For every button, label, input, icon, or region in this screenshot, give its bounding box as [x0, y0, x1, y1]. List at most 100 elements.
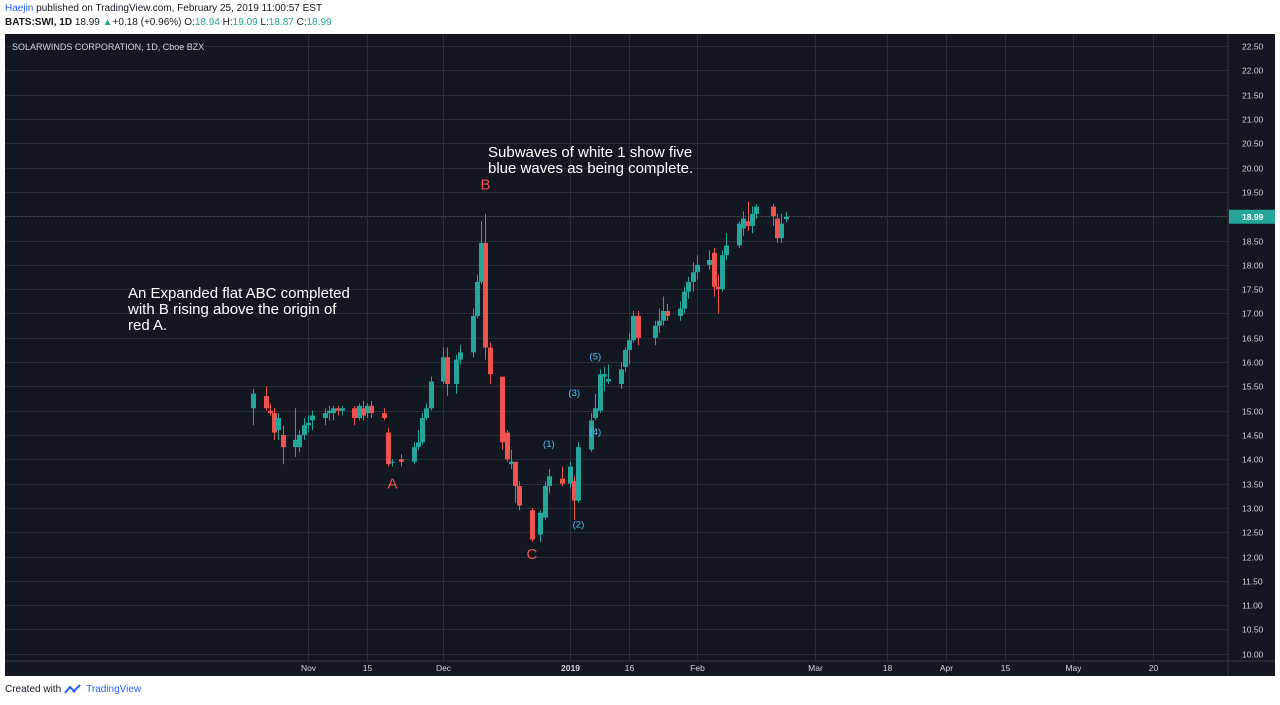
wave-label-red: A: [387, 475, 397, 492]
candle: [336, 405, 341, 416]
chart-area[interactable]: SOLARWINDS CORPORATION, 1D, Cboe BZX B A C…: [5, 34, 1275, 676]
candlestick-chart[interactable]: SOLARWINDS CORPORATION, 1D, Cboe BZX B A C…: [5, 34, 1275, 676]
candle-body: [454, 359, 459, 384]
candle-body: [517, 486, 522, 506]
candle: [369, 400, 374, 418]
candle-body: [352, 408, 357, 418]
publish-line: Haejin published on TradingView.com, Feb…: [5, 3, 322, 14]
candle-body: [306, 422, 311, 426]
grid-lines: [5, 34, 1228, 661]
author-link[interactable]: Haejin: [5, 3, 34, 14]
candle: [771, 204, 776, 226]
candle-body: [369, 405, 374, 414]
up-arrow-icon: ▲: [102, 17, 113, 28]
candle-body: [441, 357, 446, 382]
time-tick-label: 16: [625, 663, 635, 673]
candle: [598, 369, 603, 414]
price-tick-label: 14.00: [1242, 455, 1264, 465]
candle-body: [382, 413, 387, 418]
candle: [458, 345, 463, 365]
candle-body: [429, 381, 434, 409]
chart-header: Haejin published on TradingView.com, Feb…: [0, 0, 1280, 34]
time-tick-label: 2019: [561, 663, 580, 673]
wave-label-red: B: [480, 177, 490, 194]
candle: [505, 430, 510, 462]
candle: [593, 393, 598, 421]
candle-body: [716, 286, 721, 290]
candle-body: [483, 243, 488, 348]
tradingview-link[interactable]: TradingView: [86, 684, 142, 695]
candle-body: [513, 461, 518, 487]
candle: [576, 442, 581, 504]
candle: [530, 507, 535, 542]
candle: [475, 274, 480, 319]
current-price-tag: [1229, 209, 1275, 224]
candle: [429, 376, 434, 411]
candle: [297, 430, 302, 452]
note-line: Subwaves of white 1 show five: [488, 144, 692, 161]
price-tick-label: 17.00: [1242, 309, 1264, 319]
candle-body: [293, 439, 298, 448]
wave-label-blue: (5): [590, 352, 602, 363]
candle-body: [276, 417, 281, 431]
candle-body: [712, 252, 717, 287]
time-axis[interactable]: Nov 15 Dec 2019 16 Feb Mar 18 Apr 15 May 20: [5, 660, 1275, 673]
candle-body: [623, 349, 628, 367]
price-tick-label: 10.50: [1242, 625, 1264, 635]
time-tick-label: Nov: [301, 663, 317, 673]
candle: [568, 461, 573, 489]
note-line: with B rising above the origin of: [127, 301, 337, 318]
candle-body: [560, 478, 565, 484]
candle: [627, 332, 632, 365]
time-tick-label: Dec: [436, 663, 452, 673]
candle-body: [724, 245, 729, 256]
price-tick-label: 19.50: [1242, 188, 1264, 198]
candle: [268, 403, 273, 416]
price-tick-label: 18.00: [1242, 261, 1264, 271]
candle-body: [686, 281, 691, 292]
candle-body: [576, 447, 581, 501]
candle: [441, 347, 446, 384]
candle-body: [310, 415, 315, 421]
candle: [365, 403, 370, 418]
candle: [272, 408, 277, 440]
candle-body: [746, 221, 751, 226]
candle-body: [365, 405, 370, 414]
candle: [754, 204, 759, 219]
candle: [750, 206, 755, 234]
candle: [543, 481, 548, 521]
note-line: red A.: [128, 317, 167, 334]
candle: [386, 427, 391, 467]
candle-body: [661, 311, 666, 321]
price-tick-label: 16.50: [1242, 334, 1264, 344]
wave-label-blue: (3): [568, 388, 580, 399]
candle: [479, 221, 484, 285]
candle-body: [327, 410, 332, 414]
candle-body: [682, 291, 687, 309]
note-line: blue waves as being complete.: [488, 160, 693, 177]
candle-body: [720, 255, 725, 290]
candle: [547, 469, 552, 494]
tradingview-logo-icon: [64, 684, 82, 695]
candle: [746, 201, 751, 231]
price-axis[interactable]: 10.00 10.50 11.00 11.50 12.00 12.50 13.00 13.50…: [5, 34, 1275, 676]
candle-body: [399, 459, 404, 462]
candle: [424, 403, 429, 421]
candle-body: [543, 486, 548, 518]
time-tick-label: May: [1065, 663, 1082, 673]
candle-body: [771, 206, 776, 217]
price-change: +0.18 (+0.96%): [112, 17, 182, 28]
candle: [310, 410, 315, 431]
close-value: 18.99: [306, 17, 332, 28]
price-tick-label: 12.00: [1242, 553, 1264, 563]
candle-body: [488, 347, 493, 375]
candle-body: [323, 413, 328, 418]
candle-body: [336, 408, 341, 411]
candles-layer: [251, 201, 789, 542]
ohlc-line: BATS:SWI, 1D 18.99 ▲+0.18 (+0.96%) O:18.…: [5, 17, 332, 28]
candle-body: [264, 396, 269, 409]
time-tick-label: 15: [1001, 663, 1011, 673]
candle: [251, 388, 256, 426]
wave-label-blue: (1): [543, 439, 555, 450]
candle-body: [784, 216, 789, 220]
